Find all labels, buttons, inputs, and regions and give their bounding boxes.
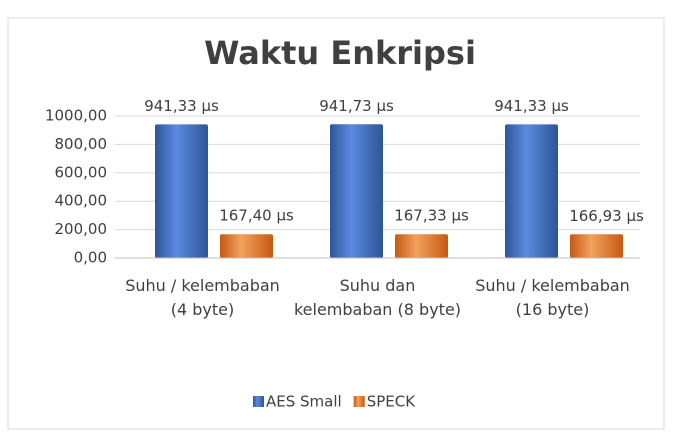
value-label: 166,93 µs <box>569 207 644 225</box>
bar <box>155 124 208 258</box>
legend-label: AES Small <box>266 393 342 411</box>
y-tick-label: 0,00 <box>74 249 107 267</box>
bar <box>220 234 273 258</box>
value-label: 941,73 µs <box>319 97 394 115</box>
y-tick-label: 800,00 <box>55 135 108 153</box>
x-tick-label: Suhu dan kelembaban (8 byte) <box>293 276 462 319</box>
bar <box>570 234 623 258</box>
value-label: 167,40 µs <box>219 207 294 225</box>
chart-title: Waktu Enkripsi <box>204 34 476 72</box>
bar <box>330 124 383 258</box>
y-tick-label: 600,00 <box>55 163 108 181</box>
y-tick-label: 1000,00 <box>45 107 107 125</box>
x-tick-label: Suhu / kelembaban (16 byte) <box>475 276 630 319</box>
bar <box>505 124 558 258</box>
bar <box>395 234 448 258</box>
value-label: 941,33 µs <box>494 97 569 115</box>
legend-label: SPECK <box>367 393 417 411</box>
value-label: 941,33 µs <box>144 97 219 115</box>
legend-swatch <box>253 396 264 407</box>
y-tick-label: 200,00 <box>55 220 108 238</box>
x-tick-label: Suhu / kelembaban (4 byte) <box>125 276 280 319</box>
legend-swatch <box>353 396 365 407</box>
value-label: 167,33 µs <box>394 207 469 225</box>
y-tick-label: 400,00 <box>55 192 108 210</box>
